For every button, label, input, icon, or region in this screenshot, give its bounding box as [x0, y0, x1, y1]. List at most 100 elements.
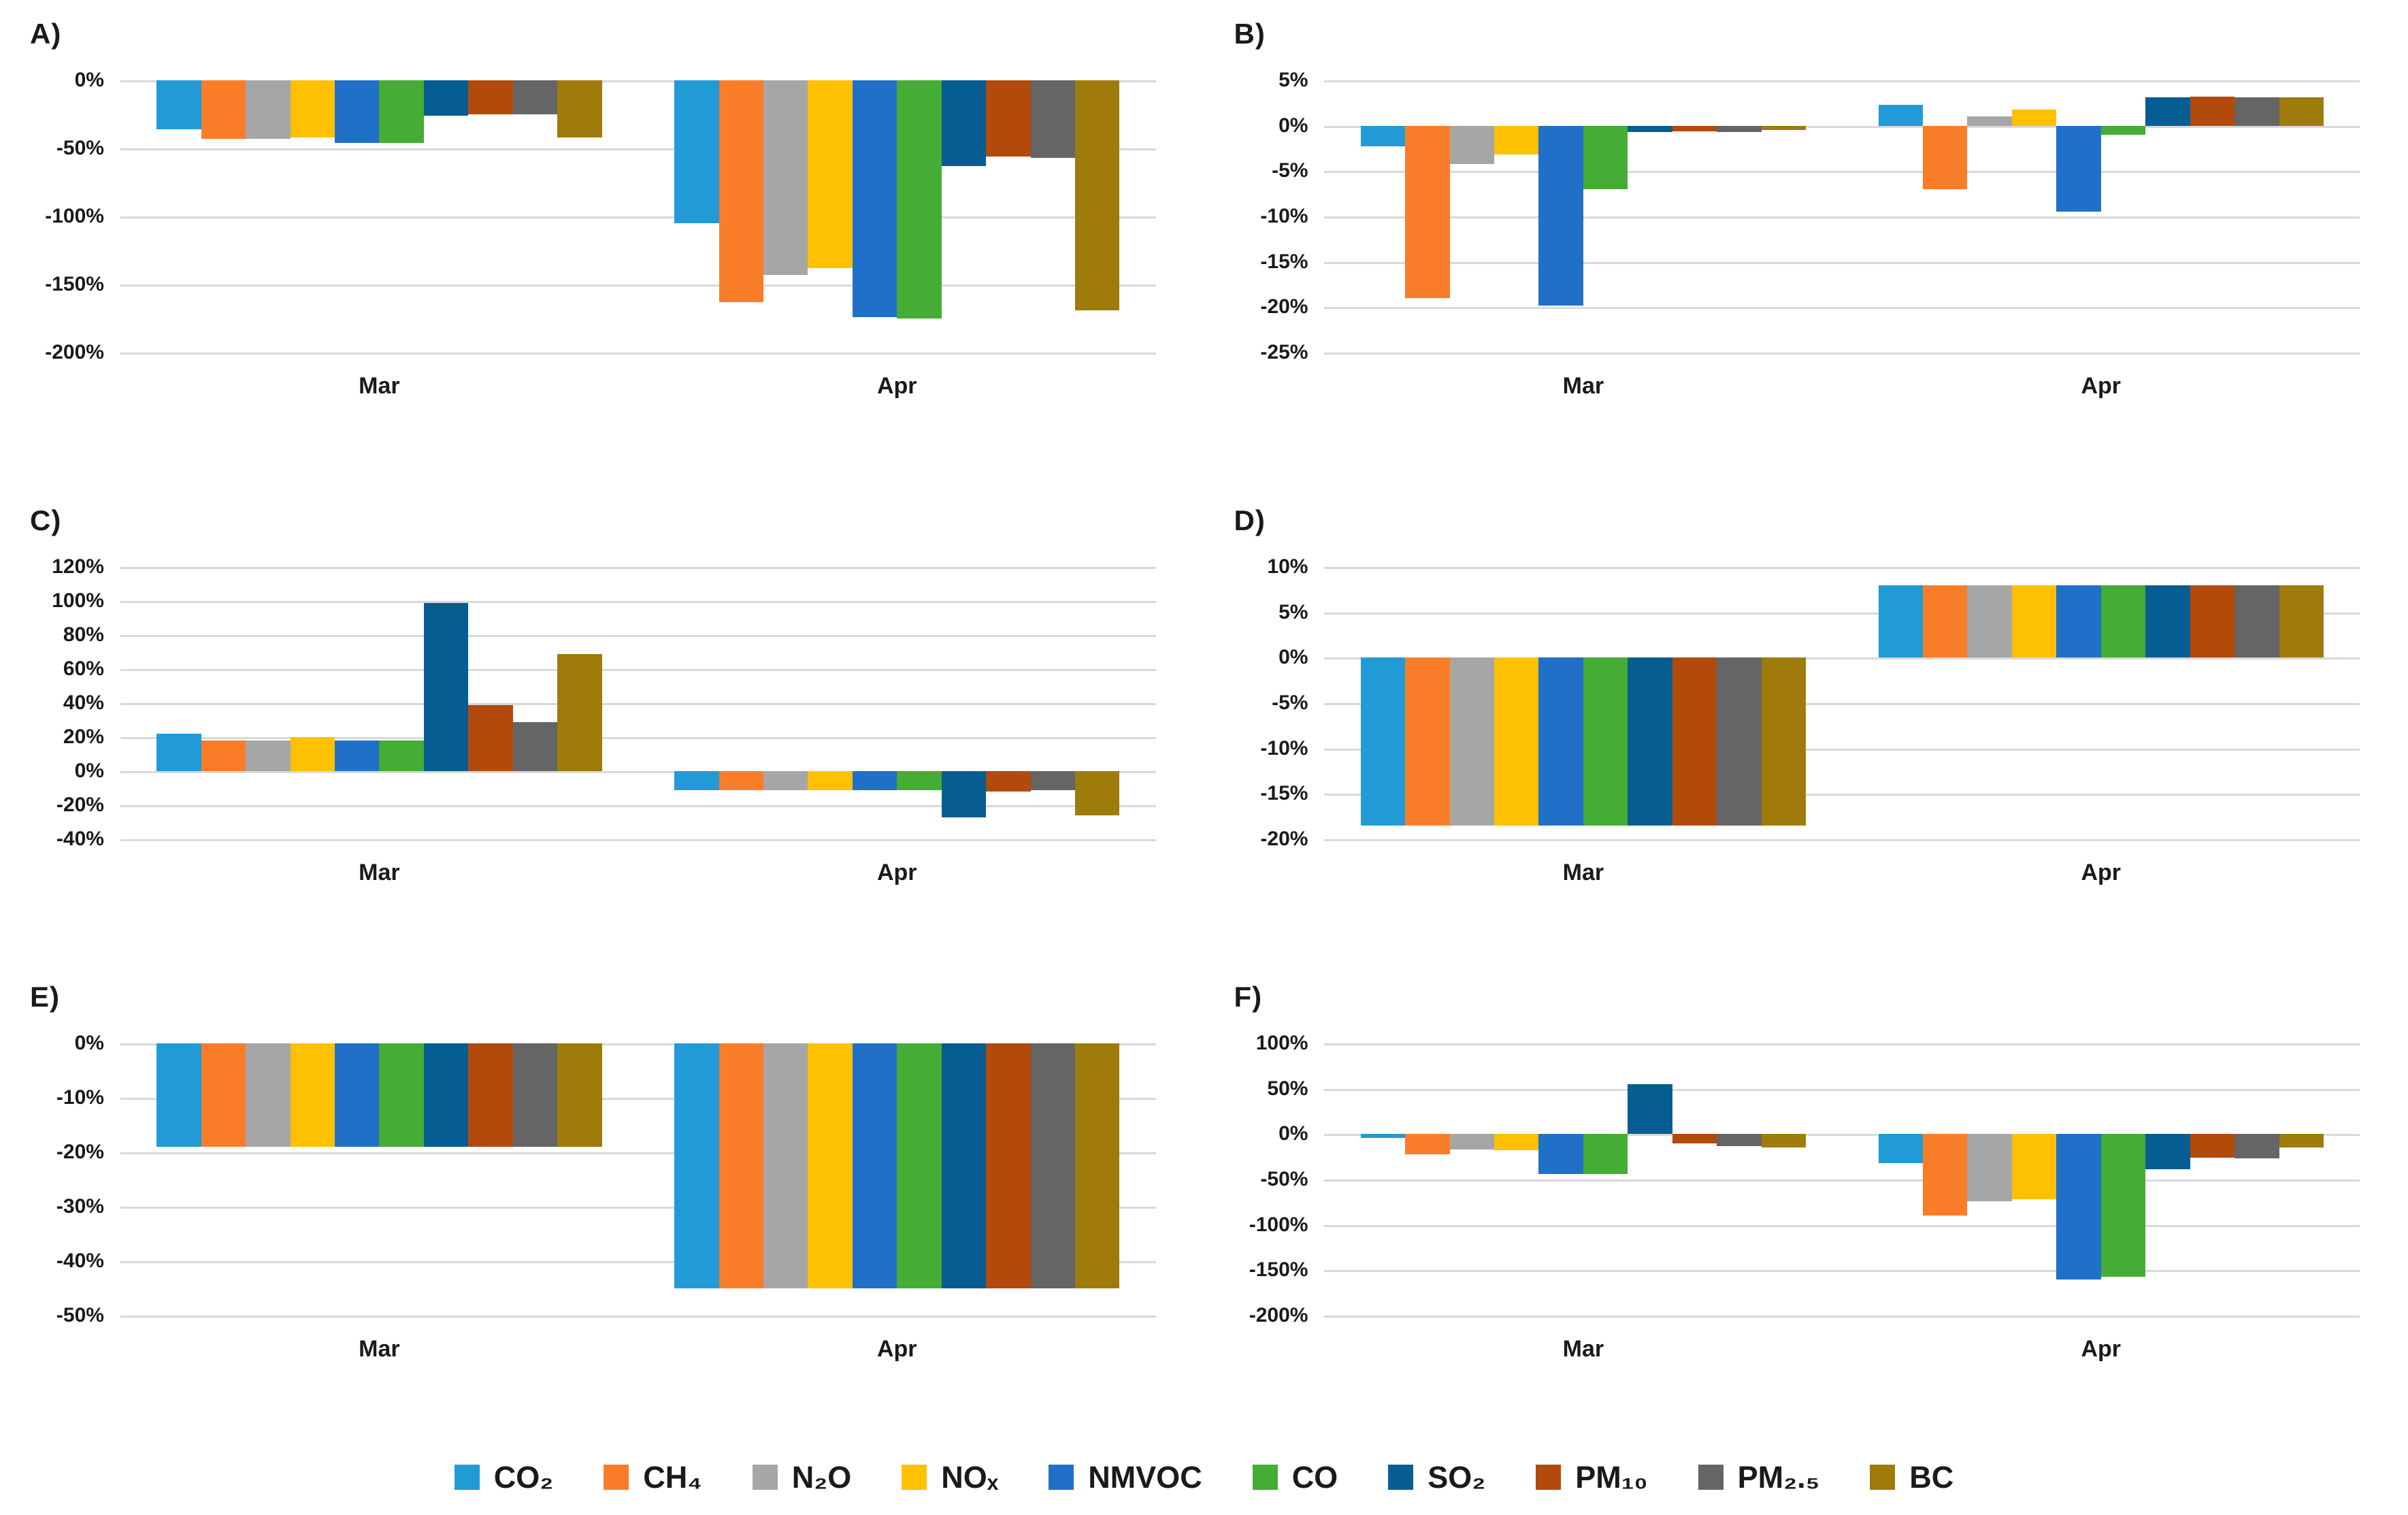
y-axis-tick-label: -20%	[56, 1141, 104, 1163]
bar-n2o-apr	[1967, 1134, 2012, 1201]
y-axis-tick-label: -20%	[1260, 828, 1308, 850]
y-axis-tick-label: -10%	[1260, 736, 1308, 760]
bar-slot	[1405, 1043, 1450, 1316]
bar-slot	[1717, 80, 1762, 353]
panel-f: F) 100% 50% 0% -50% -100% -150% -200% Mar Apr	[1204, 963, 2408, 1439]
bar-slot	[1967, 567, 2012, 839]
bar-bc-apr	[2279, 1134, 2324, 1148]
bar-slot	[2100, 567, 2146, 839]
panel-c-plot-area: 120% 100% 80% 60% 40% 20% 0% -20% -40% Mar Apr	[52, 557, 1156, 885]
gridline	[1324, 261, 2360, 264]
x-category-label-apr: Apr	[876, 860, 917, 885]
bar-slot	[1628, 567, 1672, 839]
gridline	[1324, 567, 2360, 569]
bar-slot	[379, 80, 424, 353]
gridline	[1324, 612, 2360, 615]
panel-e-label: E)	[30, 981, 60, 1013]
bar-pm10-apr	[2190, 1134, 2235, 1158]
bar-slot	[290, 567, 335, 839]
gridline	[120, 669, 1156, 671]
bar-pm10-apr	[2190, 97, 2235, 126]
gridline	[1324, 1270, 2360, 1273]
panel-f-label: F)	[1234, 981, 1263, 1013]
bar-slot	[1878, 80, 1924, 353]
bar-co2-apr	[674, 80, 719, 223]
bar-slot	[156, 567, 201, 839]
gridline	[1324, 1316, 2360, 1318]
bar-slot	[201, 80, 246, 353]
bar-bc-mar	[1761, 125, 1807, 131]
x-category-label-apr: Apr	[2081, 860, 2122, 885]
bar-slot	[2234, 1043, 2279, 1316]
bar-ch4-mar	[201, 80, 246, 139]
gridline	[120, 1207, 1156, 1209]
y-axis-tick-label: 5%	[1279, 69, 1308, 91]
bar-co-apr	[2100, 125, 2146, 135]
bar-slot	[1672, 1043, 1717, 1316]
legend-label-nmvoc: NMVOC	[1088, 1460, 1202, 1495]
bar-co2-apr	[674, 771, 719, 790]
bar-nox-apr	[2011, 109, 2057, 126]
bar-slot	[1967, 1043, 2012, 1316]
y-axis-tick-label: -40%	[56, 1250, 104, 1272]
bar-bc-mar	[557, 653, 602, 771]
y-axis-tick-label: -40%	[56, 828, 104, 850]
gridline	[120, 1152, 1156, 1154]
bar-slot	[1360, 1043, 1406, 1316]
bar-nox-mar	[1494, 657, 1539, 826]
y-axis-tick-label: 0%	[1279, 646, 1308, 669]
panels-grid: A) 0% -50% -100% -150% -200% Mar Apr B) 5% 0% -5…	[30, 18, 2408, 1439]
y-axis-tick-label: -30%	[56, 1195, 104, 1218]
x-category-label-apr: Apr	[2081, 373, 2122, 399]
bar-slot	[2234, 80, 2279, 353]
bar-slot	[512, 1043, 558, 1316]
gridline	[120, 148, 1156, 150]
bar-slot	[557, 80, 602, 353]
bar-nox-apr	[808, 80, 853, 268]
bar-slot	[1628, 80, 1672, 353]
bar-co-mar	[379, 80, 424, 143]
bar-nox-mar	[290, 1043, 335, 1147]
bar-slot	[941, 1043, 987, 1316]
bar-co-mar	[1583, 125, 1628, 189]
bar-nmvoc-apr	[852, 80, 897, 317]
bar-n2o-mar	[246, 740, 291, 771]
bar-slot	[1672, 80, 1717, 353]
bar-ch4-apr	[719, 1043, 763, 1288]
bar-slot	[1538, 80, 1583, 353]
bar-ch4-apr	[1923, 585, 1968, 658]
bar-slot	[897, 80, 942, 353]
y-axis-tick-label: -50%	[56, 1304, 104, 1326]
bar-pm10-apr	[2190, 585, 2235, 658]
bar-slot	[719, 1043, 763, 1316]
bar-slot	[1449, 1043, 1494, 1316]
bar-ch4-mar	[201, 740, 246, 771]
bar-so2-mar	[1628, 1084, 1672, 1135]
bar-slot	[1030, 80, 1076, 353]
bar-slot	[1494, 1043, 1539, 1316]
bar-co-mar	[1583, 1134, 1628, 1174]
legend-swatch-bc	[1870, 1465, 1896, 1490]
legend-swatch-nox	[902, 1465, 927, 1490]
bar-slot	[512, 80, 558, 353]
bar-slot	[763, 80, 808, 353]
gridline	[120, 216, 1156, 218]
bar-pm25-mar	[1717, 125, 1762, 132]
gridline	[1324, 748, 2360, 751]
bar-slot	[334, 567, 380, 839]
gridline	[1324, 171, 2360, 174]
bar-nmvoc-apr	[2056, 585, 2101, 658]
bar-slot	[557, 1043, 602, 1316]
y-axis-tick-label: 50%	[1267, 1077, 1308, 1100]
bar-slot	[897, 1043, 942, 1316]
x-category-label-apr: Apr	[876, 1336, 917, 1362]
y-axis-tick-label: 80%	[63, 623, 104, 646]
legend-swatch-nmvoc	[1049, 1465, 1074, 1490]
bar-co2-apr	[1878, 105, 1924, 126]
bar-slot	[1628, 1043, 1672, 1316]
legend-swatch-ch4	[604, 1465, 629, 1490]
gridline	[1324, 794, 2360, 796]
bar-slot	[246, 80, 291, 353]
gridline	[120, 1261, 1156, 1263]
bar-slot	[852, 1043, 897, 1316]
